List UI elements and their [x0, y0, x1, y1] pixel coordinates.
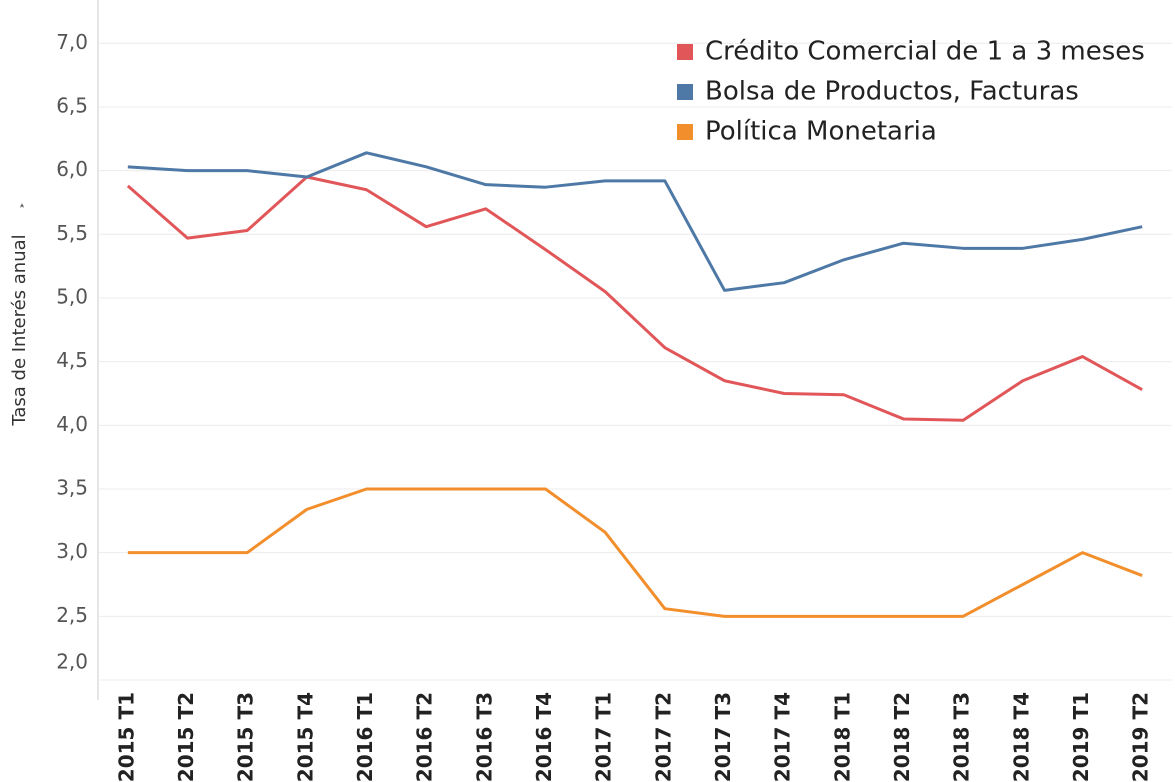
x-tick-label: 2015 T1 — [114, 692, 138, 782]
y-tick-label: 4,5 — [56, 348, 88, 372]
x-tick-label: 2017 T4 — [771, 692, 795, 782]
y-tick-label: 2,5 — [56, 603, 88, 627]
x-tick-label: 2018 T1 — [830, 692, 854, 782]
x-tick-label: 2015 T4 — [293, 692, 317, 782]
line-series — [127, 151, 1143, 292]
sort-icon — [20, 203, 24, 208]
x-tick-label: 2018 T4 — [1009, 692, 1033, 782]
x-tick-label: 2018 T2 — [890, 692, 914, 782]
x-tick-label: 2015 T3 — [234, 692, 258, 782]
x-tick-label: 2017 T1 — [592, 692, 616, 782]
y-tick-label: 3,0 — [56, 539, 88, 563]
x-tick-label: 2019 T2 — [1129, 692, 1153, 782]
y-tick-label: 6,5 — [56, 93, 88, 117]
y-axis-label: Tasa de Interés anual — [9, 234, 30, 426]
line-series — [127, 487, 1143, 618]
y-tick-label: 2,0 — [56, 650, 88, 674]
x-tick-label: 2017 T2 — [651, 692, 675, 782]
x-tick-label: 2019 T1 — [1069, 692, 1093, 782]
legend-label: Crédito Comercial de 1 a 3 meses — [705, 37, 1145, 67]
y-tick-label: 6,0 — [56, 157, 88, 181]
legend-label: Política Monetaria — [705, 117, 937, 147]
legend-label: Bolsa de Productos, Facturas — [705, 77, 1079, 107]
x-tick-label: 2017 T3 — [711, 692, 735, 782]
y-tick-label: 5,5 — [56, 221, 88, 245]
x-tick-label: 2016 T2 — [413, 692, 437, 782]
y-tick-label: 5,0 — [56, 284, 88, 308]
x-tick-label: 2018 T3 — [950, 692, 974, 782]
legend-swatch — [677, 84, 693, 100]
x-tick-label: 2015 T2 — [174, 692, 198, 782]
y-tick-label: 3,5 — [56, 475, 88, 499]
y-tick-label: 7,0 — [56, 30, 88, 54]
y-tick-label: 4,0 — [56, 412, 88, 436]
legend-swatch — [677, 44, 693, 60]
legend-swatch — [677, 124, 693, 140]
line-series — [126, 175, 1143, 422]
x-tick-label: 2016 T1 — [353, 692, 377, 782]
x-tick-label: 2016 T4 — [532, 692, 556, 782]
x-tick-label: 2016 T3 — [472, 692, 496, 782]
